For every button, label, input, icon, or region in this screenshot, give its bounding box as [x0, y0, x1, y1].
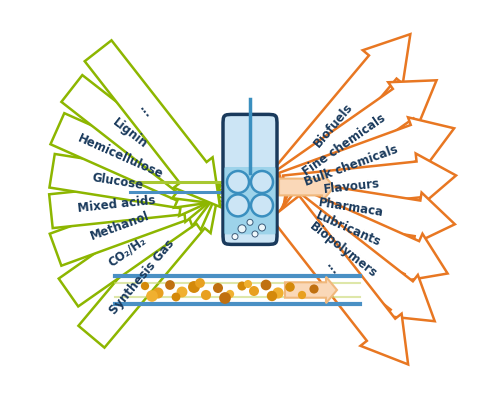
Circle shape	[172, 293, 180, 302]
Circle shape	[146, 290, 158, 302]
Circle shape	[298, 291, 306, 299]
FancyBboxPatch shape	[224, 167, 276, 234]
Text: Hemicellulose: Hemicellulose	[76, 132, 166, 181]
Circle shape	[247, 219, 253, 225]
Polygon shape	[279, 173, 334, 202]
Polygon shape	[49, 173, 220, 228]
Circle shape	[176, 286, 188, 297]
Polygon shape	[285, 277, 337, 303]
Polygon shape	[282, 180, 455, 244]
Polygon shape	[78, 184, 220, 348]
Polygon shape	[50, 180, 220, 266]
Circle shape	[232, 234, 238, 239]
Text: Mixed acids: Mixed acids	[78, 194, 156, 215]
Circle shape	[213, 283, 223, 293]
Text: Methanol: Methanol	[88, 210, 151, 243]
Polygon shape	[84, 40, 220, 207]
Polygon shape	[271, 34, 410, 195]
Circle shape	[152, 287, 164, 299]
Text: Lubricants: Lubricants	[314, 209, 383, 249]
Text: Pharmaca: Pharmaca	[318, 196, 385, 219]
Circle shape	[219, 292, 231, 304]
Polygon shape	[50, 154, 220, 216]
Text: ...: ...	[136, 102, 155, 121]
Circle shape	[251, 194, 273, 216]
Polygon shape	[283, 153, 456, 211]
Polygon shape	[274, 80, 436, 201]
PathPatch shape	[223, 114, 277, 244]
Circle shape	[310, 284, 318, 294]
Polygon shape	[274, 190, 434, 321]
Circle shape	[165, 280, 175, 290]
Circle shape	[252, 231, 258, 237]
Circle shape	[272, 287, 283, 299]
Circle shape	[285, 282, 295, 292]
Text: Biofuels: Biofuels	[312, 100, 356, 150]
Circle shape	[195, 278, 205, 288]
Polygon shape	[279, 117, 454, 207]
Polygon shape	[50, 113, 220, 208]
Circle shape	[238, 225, 246, 233]
Circle shape	[238, 281, 246, 291]
Text: CO₂/H₂: CO₂/H₂	[106, 234, 149, 269]
Circle shape	[226, 290, 234, 298]
Circle shape	[227, 171, 249, 193]
Text: Bulk chemicals: Bulk chemicals	[302, 143, 400, 189]
Text: Glucose: Glucose	[91, 171, 144, 192]
Circle shape	[188, 281, 200, 293]
Text: Synthesis Gas: Synthesis Gas	[106, 237, 176, 317]
Circle shape	[251, 171, 273, 193]
Circle shape	[260, 280, 272, 290]
Text: ...: ...	[324, 259, 342, 278]
Circle shape	[267, 291, 277, 301]
Polygon shape	[278, 185, 448, 281]
Circle shape	[258, 224, 266, 231]
Polygon shape	[62, 75, 220, 204]
Circle shape	[249, 286, 259, 296]
Text: Lignin: Lignin	[110, 116, 150, 151]
Text: Fine chemicals: Fine chemicals	[300, 112, 388, 178]
Circle shape	[244, 280, 252, 288]
Polygon shape	[58, 186, 220, 307]
Circle shape	[227, 194, 249, 216]
Circle shape	[201, 290, 211, 300]
Text: Flavours: Flavours	[323, 177, 380, 196]
Text: Biopolymers: Biopolymers	[307, 220, 380, 280]
Circle shape	[141, 282, 149, 290]
Polygon shape	[271, 196, 408, 365]
